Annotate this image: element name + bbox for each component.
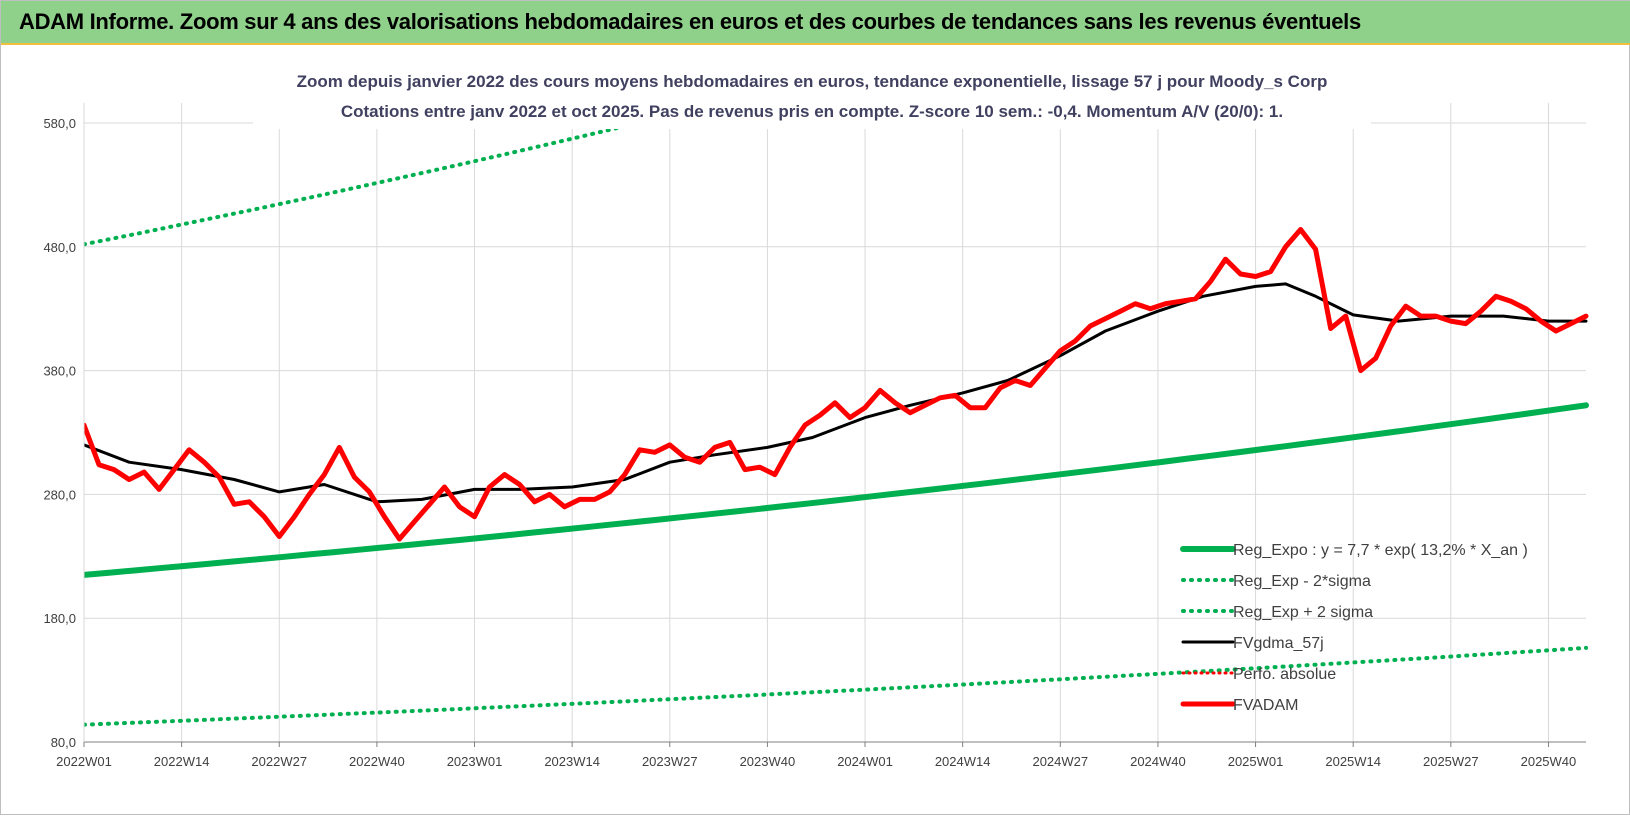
x-tick-label: 2025W01 xyxy=(1228,754,1284,769)
reg-minus-2sigma-line xyxy=(84,645,1588,727)
series-layer xyxy=(84,95,1589,727)
banner: ADAM Informe. Zoom sur 4 ans des valoris… xyxy=(1,1,1630,45)
x-tick-label: 2023W27 xyxy=(642,754,698,769)
x-tick-label: 2025W27 xyxy=(1423,754,1479,769)
x-tick-label: 2024W01 xyxy=(837,754,893,769)
legend-label: FVADAM xyxy=(1233,697,1298,714)
x-tick-label: 2022W14 xyxy=(154,754,210,769)
x-tick-label: 2024W27 xyxy=(1032,754,1088,769)
chart-title-line-2: Cotations entre janv 2022 et oct 2025. P… xyxy=(341,102,1283,121)
x-tick-label: 2025W14 xyxy=(1325,754,1381,769)
y-tick-label: 380,0 xyxy=(43,364,76,379)
legend-label: Reg_Expo : y = 7,7 * exp( 13,2% * X_an ) xyxy=(1233,542,1528,559)
legend-label: Reg_Exp - 2*sigma xyxy=(1233,573,1371,590)
y-tick-label: 580,0 xyxy=(43,116,76,131)
reg-plus-2sigma-line xyxy=(84,95,761,247)
legend: Reg_Expo : y = 7,7 * exp( 13,2% * X_an )… xyxy=(1180,542,1528,714)
y-tick-label: 180,0 xyxy=(43,611,76,626)
x-tick-label: 2022W27 xyxy=(251,754,307,769)
title-background xyxy=(253,67,1371,129)
legend-label: FVgdma_57j xyxy=(1233,635,1324,652)
axis-layer: 580,0 480,0 380,0 280,0 180,0 80,0 2022W01 2022… xyxy=(43,103,1586,769)
x-tick-label: 2023W01 xyxy=(447,754,503,769)
fvadam-line xyxy=(84,227,1589,542)
x-tick-label: 2024W40 xyxy=(1130,754,1186,769)
x-tick-label: 2022W40 xyxy=(349,754,405,769)
x-tick-label: 2022W01 xyxy=(56,754,112,769)
x-tick-label: 2024W14 xyxy=(935,754,991,769)
grid-layer xyxy=(83,103,1586,743)
y-tick-label: 280,0 xyxy=(43,487,76,502)
chart-title-line-1: Zoom depuis janvier 2022 des cours moyen… xyxy=(297,72,1328,91)
fvgdma-57j-line xyxy=(84,282,1588,504)
y-tick-label: 480,0 xyxy=(43,240,76,255)
x-tick-label: 2023W14 xyxy=(544,754,600,769)
legend-label: Reg_Exp + 2 sigma xyxy=(1233,604,1373,621)
x-tick-label: 2025W40 xyxy=(1521,754,1577,769)
x-tick-label: 2023W40 xyxy=(740,754,796,769)
banner-title: ADAM Informe. Zoom sur 4 ans des valoris… xyxy=(19,9,1361,34)
y-tick-label: 80,0 xyxy=(51,735,76,750)
reg-expo-line xyxy=(84,402,1589,578)
legend-label: Perfo. absolue xyxy=(1233,666,1336,683)
